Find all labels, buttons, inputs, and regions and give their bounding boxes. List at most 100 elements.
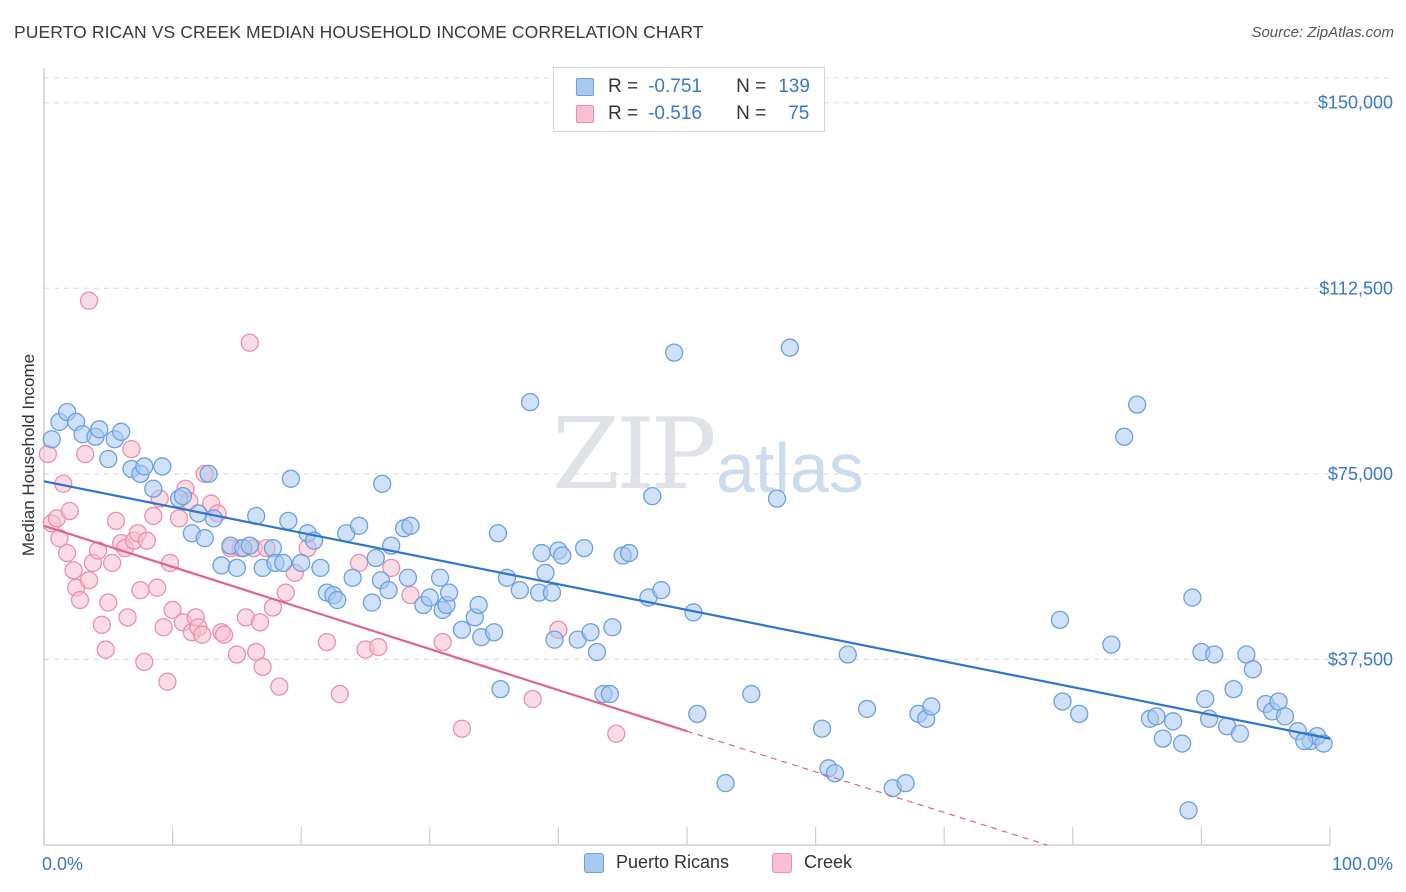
creek-point (154, 618, 173, 637)
puerto-rican-point (1050, 610, 1070, 629)
puerto-rican-point (520, 392, 540, 412)
puerto-rican-point (469, 595, 488, 615)
puerto-rican-point (153, 457, 172, 476)
puerto-rican-point (510, 581, 529, 600)
creek-point (135, 652, 154, 672)
creek-point (227, 645, 247, 664)
x-tick-label-min: 0.0% (42, 854, 83, 874)
legend-row-creek: R = -0.516 N = 75 (576, 103, 809, 125)
puerto-rican-point (90, 420, 109, 439)
puerto-rican-point (311, 558, 330, 578)
creek-point (382, 558, 401, 578)
puerto-rican-point (112, 422, 131, 441)
puerto-rican-point (1243, 660, 1262, 679)
puerto-rican-point (922, 697, 941, 716)
puerto-rican-trend-line (43, 480, 1331, 740)
creek-point (106, 511, 126, 531)
puerto-rican-point (439, 583, 459, 602)
puerto-rican-point (240, 536, 259, 555)
puerto-rican-point (144, 479, 163, 498)
puerto-rican-point (488, 524, 508, 543)
puerto-rican-point (587, 642, 607, 662)
puerto-rican-point (664, 343, 684, 362)
puerto-rican-point (281, 469, 301, 488)
legend-n-label: N = (736, 76, 767, 97)
puerto-rican-point (812, 719, 832, 738)
puerto-rican-point (603, 618, 622, 637)
puerto-rican-point (600, 684, 619, 704)
creek-point (330, 684, 349, 704)
puerto-rican-point (553, 546, 572, 565)
puerto-rican-point (1163, 712, 1183, 731)
puerto-rican-point (1053, 692, 1072, 711)
puerto-rican-point (484, 623, 504, 642)
legend-r-value: -0.516 (648, 103, 702, 124)
legend-r-value: -0.751 (648, 76, 702, 97)
creek-point (253, 657, 272, 677)
legend-swatch-blue (576, 78, 594, 96)
puerto-rican-point (643, 486, 662, 506)
legend-r-label: R = (608, 103, 639, 124)
creek-point (317, 632, 337, 652)
puerto-rican-point (398, 568, 418, 587)
puerto-rican-point (292, 553, 311, 573)
creek-point (193, 625, 212, 644)
trend-lines (43, 480, 1331, 846)
puerto-rican-point (1205, 645, 1224, 664)
puerto-rican-point (619, 543, 639, 563)
puerto-rican-point (574, 538, 594, 558)
creek-point (452, 719, 472, 738)
chart-title: PUERTO RICAN VS CREEK MEDIAN HOUSEHOLD I… (14, 22, 704, 42)
y-tick-label: $112,500 (1319, 278, 1393, 298)
legend-swatch-blue (584, 852, 604, 873)
puerto-rican-point (536, 563, 555, 582)
puerto-rican-point (1127, 395, 1147, 414)
y-axis-title: Median Household Income (19, 354, 38, 556)
axis-labels: $37,500 $75,000 $112,500 $150,000 0.0% 100.0%… (19, 93, 1393, 874)
legend-item-creek: Creek (772, 852, 852, 873)
creek-point (57, 543, 77, 563)
puerto-rican-point (491, 679, 510, 699)
watermark-zip: ZIP (552, 398, 717, 512)
creek-point (369, 637, 388, 657)
puerto-rican-point (204, 509, 223, 528)
puerto-rican-point (349, 516, 369, 535)
creek-point (158, 672, 177, 691)
puerto-rican-point (1070, 704, 1089, 724)
puerto-rican-point (1115, 427, 1134, 446)
puerto-rican-point (99, 449, 118, 469)
axes (43, 68, 1331, 846)
creek-point (144, 506, 163, 526)
series-legend: Puerto Ricans Creek (0, 852, 1406, 878)
puerto-rican-point (838, 645, 857, 664)
puerto-rican-point (581, 623, 600, 642)
watermark-atlas: atlas (716, 429, 864, 507)
creek-point (70, 590, 90, 610)
puerto-rican-point (1314, 734, 1333, 753)
creek-point (60, 501, 79, 521)
legend-n-label: N = (736, 103, 767, 124)
gridlines (44, 77, 1395, 660)
legend-r-label: R = (608, 76, 639, 97)
creek-trend-line (43, 524, 688, 733)
puerto-rican-point (780, 338, 800, 357)
puerto-rican-point (362, 593, 382, 612)
puerto-rican-point (1147, 707, 1166, 726)
legend-swatch-pink (576, 105, 594, 123)
puerto-rican-point (825, 764, 845, 783)
puerto-rican-point (1230, 724, 1250, 743)
creek-point (118, 608, 137, 627)
puerto-rican-point (227, 558, 247, 578)
creek-point (276, 583, 295, 602)
legend-label-creek: Creek (804, 852, 853, 872)
creek-point (240, 333, 259, 352)
legend-row-puerto-ricans: R = -0.751 N = 139 (576, 76, 810, 98)
puerto-rican-point (716, 773, 735, 793)
y-tick-label: $150,000 (1318, 93, 1393, 113)
legend-n-value: 75 (788, 103, 810, 124)
creek-point (92, 615, 112, 634)
puerto-rican-point (1183, 588, 1202, 607)
puerto-rican-point (373, 474, 392, 493)
puerto-rican-point (135, 457, 154, 476)
legend-n-value: 139 (778, 76, 810, 97)
